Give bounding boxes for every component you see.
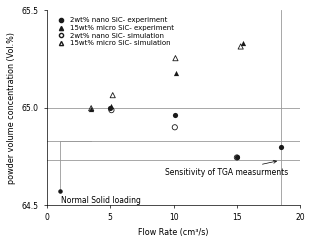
Point [279,145,284,149]
X-axis label: Flow Rate (cm³/s): Flow Rate (cm³/s) [138,228,209,237]
Point [110,93,115,97]
Point [108,106,113,110]
Point [109,104,114,108]
Point [234,155,239,159]
Text: Normal Solid loading: Normal Solid loading [61,196,141,205]
Point [89,107,94,111]
Point [89,106,94,110]
Point [238,44,243,48]
Point [173,56,178,60]
Point [241,41,246,44]
Text: Sensitivity of TGA measurments: Sensitivity of TGA measurments [165,160,288,177]
Point [57,189,62,193]
Point [234,155,239,159]
Point [173,71,178,75]
Point [172,113,177,117]
Y-axis label: powder volume concentration (Vol.%): powder volume concentration (Vol.%) [7,32,16,184]
Point [172,125,177,129]
Point [109,108,114,112]
Legend: 2wt% nano SiC- experiment, 15wt% micro SiC- experiment, 2wt% nano SiC- simulatio: 2wt% nano SiC- experiment, 15wt% micro S… [53,16,176,48]
